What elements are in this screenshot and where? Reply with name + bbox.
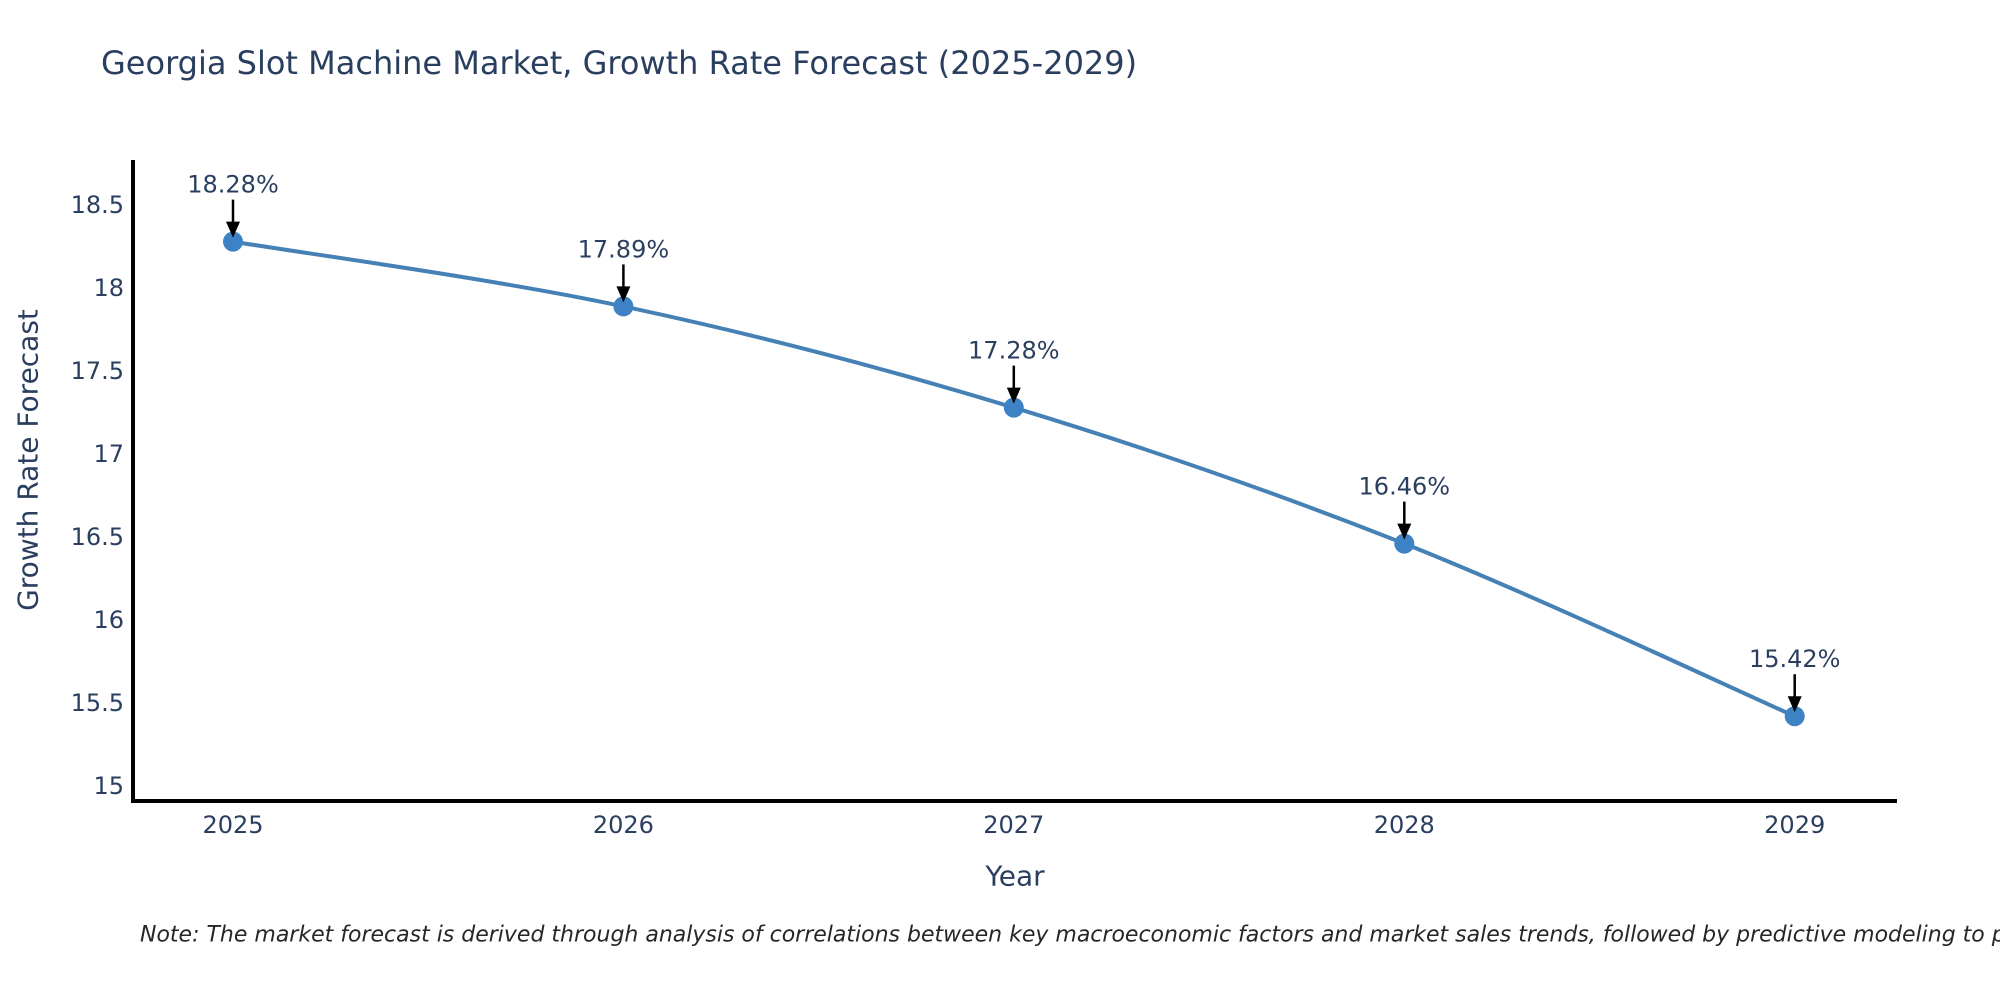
y-tick-label: 18.5 — [71, 191, 124, 219]
data-point-2025 — [223, 231, 243, 252]
y-tick-label: 15.5 — [71, 689, 124, 717]
data-point-2028 — [1394, 533, 1415, 554]
footnote: Note: The market forecast is derived thr… — [140, 922, 2000, 948]
x-tick-label: 2026 — [593, 811, 654, 839]
annotation-label-2029: 15.42% — [1749, 645, 1841, 673]
y-tick-label: 16 — [93, 606, 124, 634]
axis-lines — [131, 160, 1897, 803]
y-tick-label: 17 — [93, 440, 124, 468]
data-point-2026 — [613, 296, 634, 317]
annotation-arrowhead-2029 — [1787, 696, 1802, 713]
y-tick-label: 16.5 — [71, 523, 124, 551]
data-point-2027 — [1003, 397, 1024, 418]
x-tick-label: 2027 — [983, 811, 1044, 839]
annotation-arrowhead-2025 — [226, 221, 240, 238]
annotation-arrowhead-2026 — [616, 286, 631, 303]
y-axis-title: Growth Rate Forecast — [11, 309, 45, 611]
annotation-label-2026: 17.89% — [578, 235, 670, 263]
x-tick-label: 2029 — [1764, 811, 1825, 839]
x-axis-title: Year — [985, 859, 1045, 893]
x-tick-label: 2028 — [1374, 811, 1435, 839]
data-point-2029 — [1784, 706, 1805, 727]
annotation-arrowhead-2028 — [1397, 523, 1412, 540]
annotation-arrowhead-2027 — [1006, 387, 1021, 404]
y-tick-label: 15 — [93, 772, 124, 800]
y-tick-label: 18 — [93, 274, 124, 302]
x-tick-label: 2025 — [202, 811, 263, 839]
data-line — [232, 239, 1796, 719]
annotation-label-2028: 16.46% — [1359, 473, 1451, 501]
y-tick-label: 17.5 — [71, 357, 124, 385]
annotation-label-2027: 17.28% — [968, 337, 1060, 365]
chart-title: Georgia Slot Machine Market, Growth Rate… — [101, 44, 1138, 82]
annotation-label-2025: 18.28% — [187, 171, 279, 199]
